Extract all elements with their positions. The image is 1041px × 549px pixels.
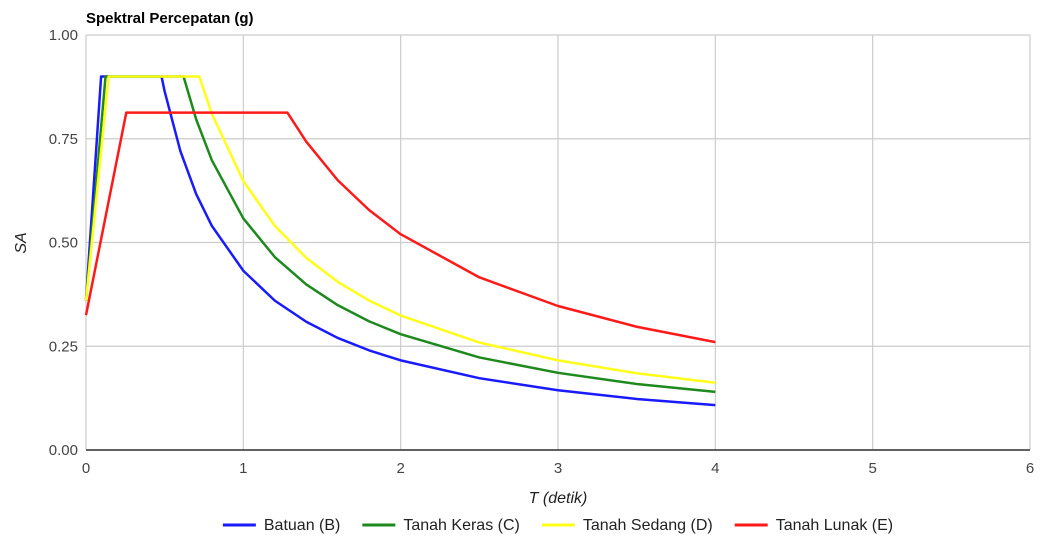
grid-layer [85,34,1031,451]
y-tick-label: 1.00 [49,27,78,44]
legend-item-batuan-b[interactable]: Batuan (B) [222,517,340,534]
series-line-tanah-lunak-e [84,111,716,344]
x-tick-label: 2 [396,460,404,477]
legend-label: Tanah Sedang (D) [583,517,713,534]
legend-label: Tanah Lunak (E) [776,517,893,534]
x-tick-label: 3 [554,460,562,477]
x-tick-label: 0 [82,460,90,477]
legend: Batuan (B) Tanah Keras (C) Tanah Sedang (D… [222,517,893,534]
legend-item-tanah-keras-c[interactable]: Tanah Keras (C) [362,517,520,534]
series-line-tanah-sedang-d [84,75,716,385]
series-layer [84,75,716,407]
legend-label: Tanah Keras (C) [403,517,520,534]
legend-label: Batuan (B) [264,517,340,534]
y-axis-label: SA [13,232,30,253]
x-tick-label: 4 [711,460,719,477]
x-axis-label: T (detik) [529,490,588,507]
y-tick-label: 0.75 [49,131,78,148]
y-tick-label: 0.00 [49,442,78,459]
legend-item-tanah-sedang-d[interactable]: Tanah Sedang (D) [541,517,713,534]
x-tick-label: 5 [868,460,876,477]
axis-layer: 0 1 2 3 4 5 6 0.00 0.25 0.50 0.75 1.00 [49,27,1034,477]
chart-title: Spektral Percepatan (g) [86,10,254,27]
x-tick-label: 6 [1026,460,1034,477]
y-tick-label: 0.25 [49,338,78,355]
series-line-tanah-keras-c [84,75,716,394]
y-tick-label: 0.50 [49,235,78,252]
legend-item-tanah-lunak-e[interactable]: Tanah Lunak (E) [734,517,893,534]
x-tick-label: 1 [239,460,247,477]
series-line-batuan-b [84,75,716,407]
